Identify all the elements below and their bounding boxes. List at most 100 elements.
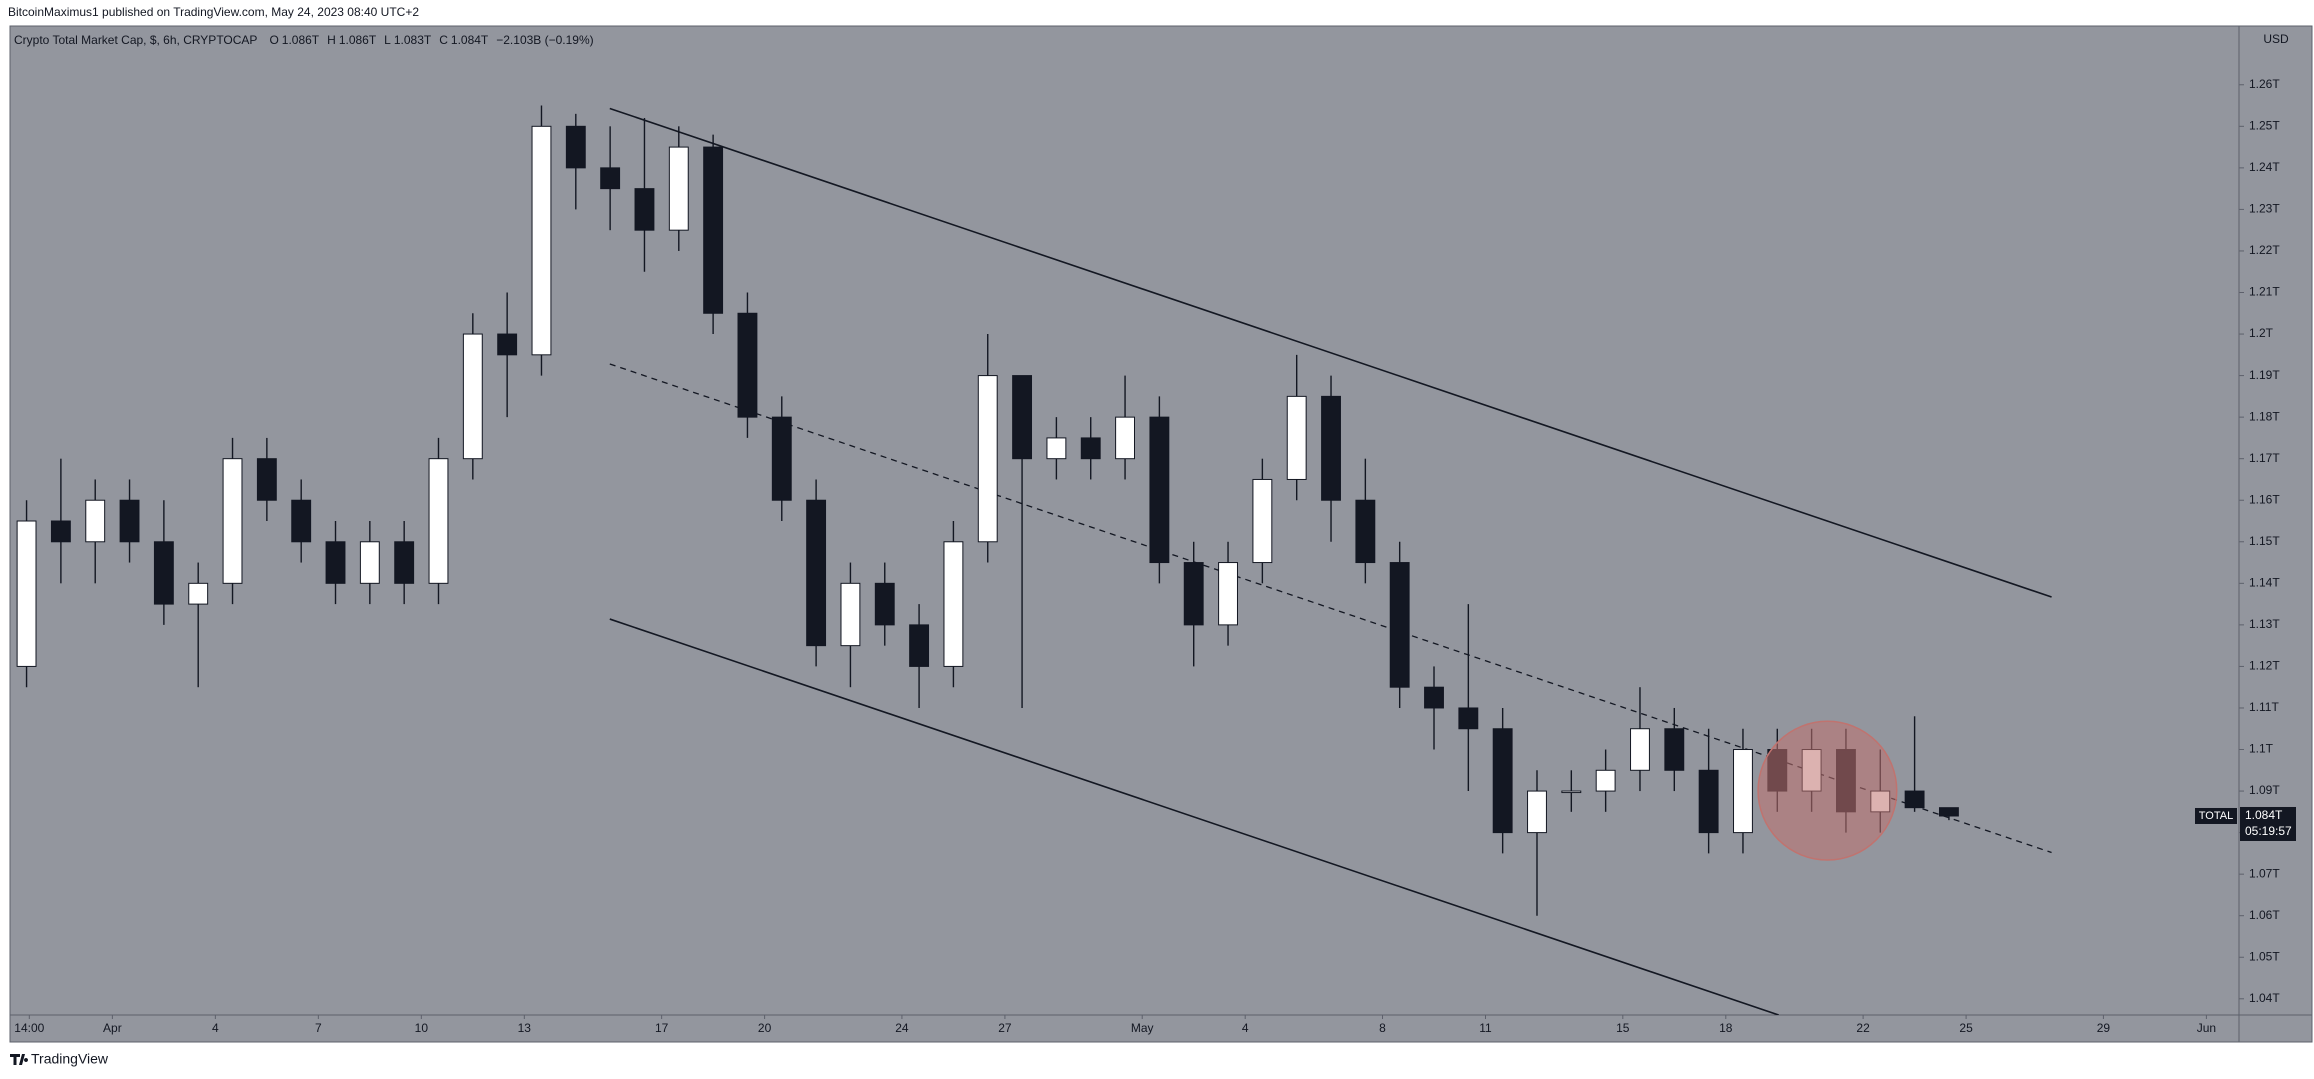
- legend-value: 1.086T: [339, 33, 377, 47]
- x-tick-label: Apr: [103, 1021, 122, 1035]
- y-tick-label: 1.21T: [2249, 285, 2280, 299]
- candle-body: [85, 499, 106, 543]
- y-tick-label: 1.14T: [2249, 575, 2280, 589]
- x-tick-label: 17: [655, 1021, 669, 1035]
- candle-body: [600, 167, 621, 190]
- candle-body: [325, 541, 346, 584]
- candle-body: [771, 416, 792, 501]
- candle-body: [16, 520, 37, 667]
- candle-body: [188, 582, 209, 605]
- candle-body: [428, 458, 449, 584]
- candle-body: [1218, 562, 1238, 626]
- candle-body: [1698, 769, 1719, 834]
- candle-body: [1630, 728, 1650, 771]
- price-tag: [2240, 806, 2296, 841]
- symbol-tag: [2195, 807, 2237, 824]
- y-tick-label: 1.11T: [2249, 700, 2279, 714]
- highlight-circle: [1757, 720, 1898, 861]
- y-tick-label: 1.23T: [2249, 202, 2280, 216]
- legend-key: L: [384, 33, 391, 47]
- x-tick-label: 8: [1379, 1021, 1386, 1035]
- x-tick-label: 11: [1479, 1021, 1492, 1035]
- y-tick-label: 1.06T: [2249, 908, 2280, 922]
- axis-unit: USD: [2263, 32, 2289, 46]
- x-tick-label: 25: [1959, 1021, 1973, 1035]
- candle-body: [1458, 707, 1479, 730]
- chart-title: Crypto Total Market Cap, $, 6h, CRYPTOCA…: [14, 33, 257, 47]
- candle-body: [50, 520, 71, 543]
- x-tick-label: 4: [1242, 1021, 1249, 1035]
- candle-body: [256, 458, 277, 501]
- candle-body: [1733, 749, 1753, 834]
- candle-body: [222, 458, 243, 584]
- candle-body: [531, 125, 552, 356]
- candle-body: [497, 333, 518, 356]
- footer-text: TradingView: [31, 1051, 109, 1067]
- x-tick-label: 20: [758, 1021, 772, 1035]
- candle-body: [1183, 562, 1204, 626]
- y-tick-label: 1.07T: [2249, 866, 2280, 880]
- candle-body: [1561, 790, 1582, 794]
- legend-value: 1.084T: [451, 33, 489, 47]
- candle-body: [737, 312, 758, 418]
- x-tick-label: 29: [2097, 1021, 2111, 1035]
- price-tag-text: 1.084T: [2245, 808, 2283, 822]
- footer-logo: TradingView: [10, 1051, 109, 1067]
- candle-body: [943, 541, 964, 667]
- y-tick-label: 1.17T: [2249, 451, 2280, 465]
- candle-body: [1286, 395, 1307, 480]
- y-tick-label: 1.15T: [2249, 534, 2280, 548]
- candle-body: [977, 375, 998, 543]
- candle-body: [291, 499, 312, 543]
- candle-body: [1149, 416, 1170, 564]
- candle-body: [1012, 375, 1033, 460]
- y-tick-label: 1.05T: [2249, 949, 2280, 963]
- candle-body: [1321, 395, 1341, 501]
- candle-body: [119, 499, 140, 543]
- y-tick-label: 1.16T: [2249, 492, 2280, 506]
- candle-body: [840, 582, 861, 647]
- x-tick-label: 22: [1856, 1021, 1870, 1035]
- candle-body: [1904, 790, 1925, 809]
- y-tick-label: 1.22T: [2249, 243, 2280, 257]
- y-tick-label: 1.18T: [2249, 409, 2280, 423]
- y-tick-label: 1.12T: [2249, 659, 2280, 673]
- candle-body: [1595, 769, 1616, 792]
- y-tick-label: 1.09T: [2249, 783, 2280, 797]
- candle-body: [1355, 499, 1376, 564]
- legend-key: C: [439, 33, 448, 47]
- legend-value: 1.083T: [394, 33, 432, 47]
- candle-body: [1492, 728, 1513, 834]
- candle-body: [1424, 686, 1444, 709]
- symbol-tag-text: TOTAL: [2199, 810, 2233, 822]
- channel-line: [609, 107, 2052, 598]
- countdown-text: 05:19:57: [2245, 824, 2292, 838]
- candle-body: [565, 125, 586, 169]
- x-tick-label: 4: [212, 1021, 219, 1035]
- candle-body: [703, 146, 724, 314]
- y-tick-label: 1.19T: [2249, 368, 2280, 382]
- candle-body: [1046, 437, 1067, 460]
- candle-body: [806, 499, 827, 647]
- x-tick-label: 14:00: [14, 1021, 44, 1035]
- candle-body: [153, 541, 174, 605]
- legend-key: O: [269, 33, 278, 47]
- legend-value: 1.086T: [282, 33, 320, 47]
- candle-body: [668, 146, 689, 231]
- candle-body: [909, 624, 930, 667]
- candle-body: [394, 541, 415, 584]
- x-tick-label: 27: [998, 1021, 1012, 1035]
- y-tick-label: 1.25T: [2249, 118, 2280, 132]
- legend-key: H: [327, 33, 336, 47]
- candle-body: [359, 541, 380, 584]
- publisher-line: BitcoinMaximus1 published on TradingView…: [8, 5, 419, 19]
- x-tick-label: May: [1131, 1021, 1154, 1035]
- y-tick-label: 1.26T: [2249, 77, 2280, 91]
- candle-body: [1938, 807, 1959, 817]
- x-tick-label: 7: [315, 1021, 322, 1035]
- candle-body: [1115, 416, 1135, 460]
- x-tick-label: 18: [1719, 1021, 1733, 1035]
- y-tick-label: 1.24T: [2249, 160, 2280, 174]
- channel-line: [609, 618, 1779, 1015]
